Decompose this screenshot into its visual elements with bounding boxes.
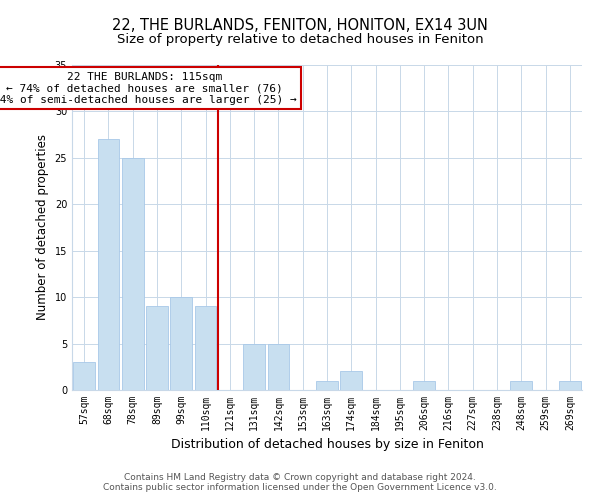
Bar — [413, 380, 435, 390]
Bar — [316, 380, 338, 390]
Bar — [170, 297, 192, 390]
Bar — [340, 372, 362, 390]
Text: Size of property relative to detached houses in Feniton: Size of property relative to detached ho… — [116, 32, 484, 46]
Text: 22, THE BURLANDS, FENITON, HONITON, EX14 3UN: 22, THE BURLANDS, FENITON, HONITON, EX14… — [112, 18, 488, 32]
Bar — [194, 306, 217, 390]
Bar — [268, 344, 289, 390]
Text: 22 THE BURLANDS: 115sqm
← 74% of detached houses are smaller (76)
24% of semi-de: 22 THE BURLANDS: 115sqm ← 74% of detache… — [0, 72, 297, 104]
Text: Contains HM Land Registry data © Crown copyright and database right 2024.
Contai: Contains HM Land Registry data © Crown c… — [103, 473, 497, 492]
Y-axis label: Number of detached properties: Number of detached properties — [36, 134, 49, 320]
X-axis label: Distribution of detached houses by size in Feniton: Distribution of detached houses by size … — [170, 438, 484, 452]
Bar — [511, 380, 532, 390]
Bar — [559, 380, 581, 390]
Bar — [243, 344, 265, 390]
Bar — [73, 362, 95, 390]
Bar — [122, 158, 143, 390]
Bar — [97, 140, 119, 390]
Bar — [146, 306, 168, 390]
